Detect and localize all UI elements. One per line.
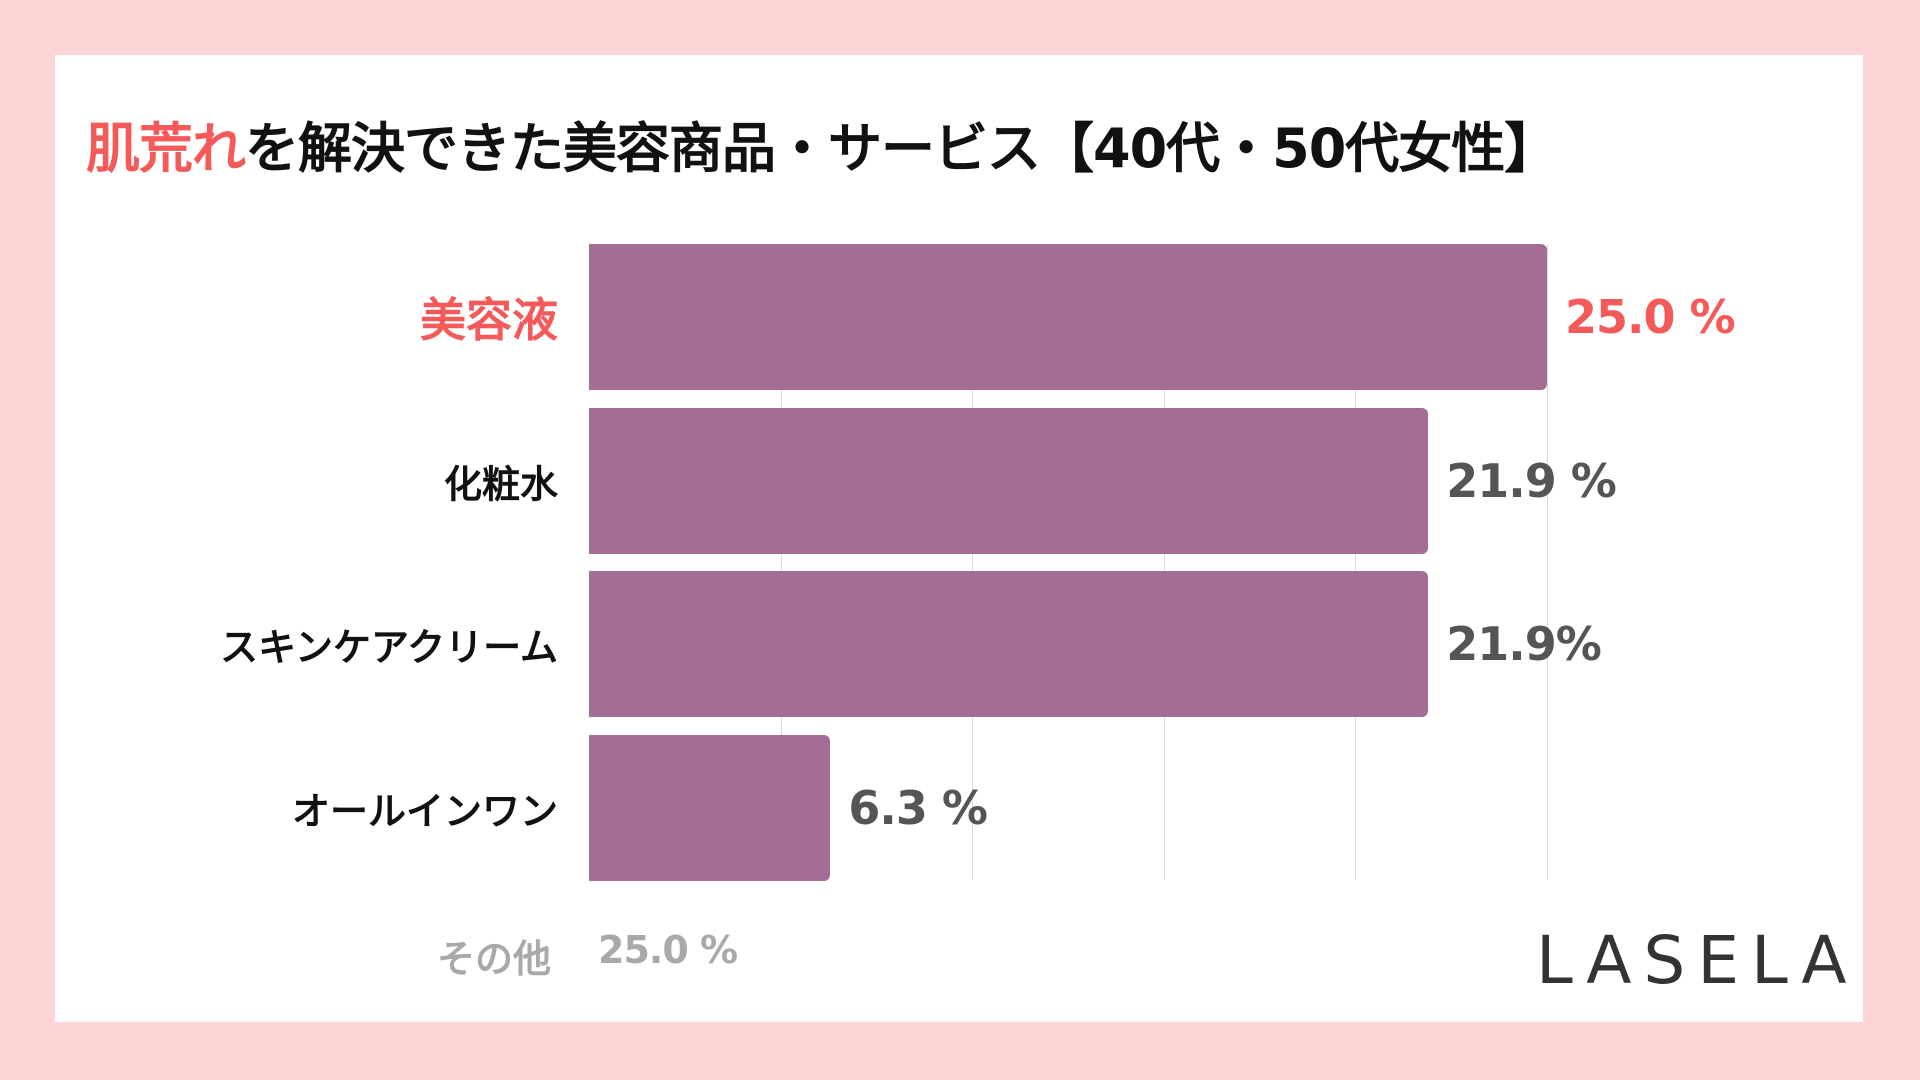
bar: [589, 735, 831, 882]
value-label: 6.3 %: [848, 781, 988, 836]
other-label: その他: [437, 937, 552, 981]
gridline: [1163, 244, 1165, 880]
value-label: 21.9 %: [1446, 453, 1617, 508]
gridline: [1547, 244, 1548, 880]
category-label: オールインワン: [291, 789, 558, 834]
chart-title: 肌荒れを解決できた美容商品・サービス【40代・50代女性】: [86, 104, 1558, 183]
gridline: [780, 244, 782, 880]
gridline: [1355, 244, 1357, 880]
bar: [589, 571, 1429, 718]
value-label: 25.0 %: [1565, 290, 1736, 344]
bar: [589, 244, 1547, 390]
category-label: スキンケアクリーム: [220, 625, 558, 670]
category-label: 美容液: [420, 293, 558, 347]
bar: [589, 407, 1429, 554]
title-rest: を解決できた美容商品・サービス【40代・50代女性】: [245, 117, 1558, 180]
other-value: 25.0 %: [598, 928, 738, 972]
value-label: 21.9%: [1446, 617, 1602, 672]
lasela-logo: LASELA: [1536, 922, 1859, 999]
gridline: [972, 244, 974, 880]
title-highlight: 肌荒れ: [86, 117, 246, 180]
category-label: 化粧水: [443, 462, 558, 507]
